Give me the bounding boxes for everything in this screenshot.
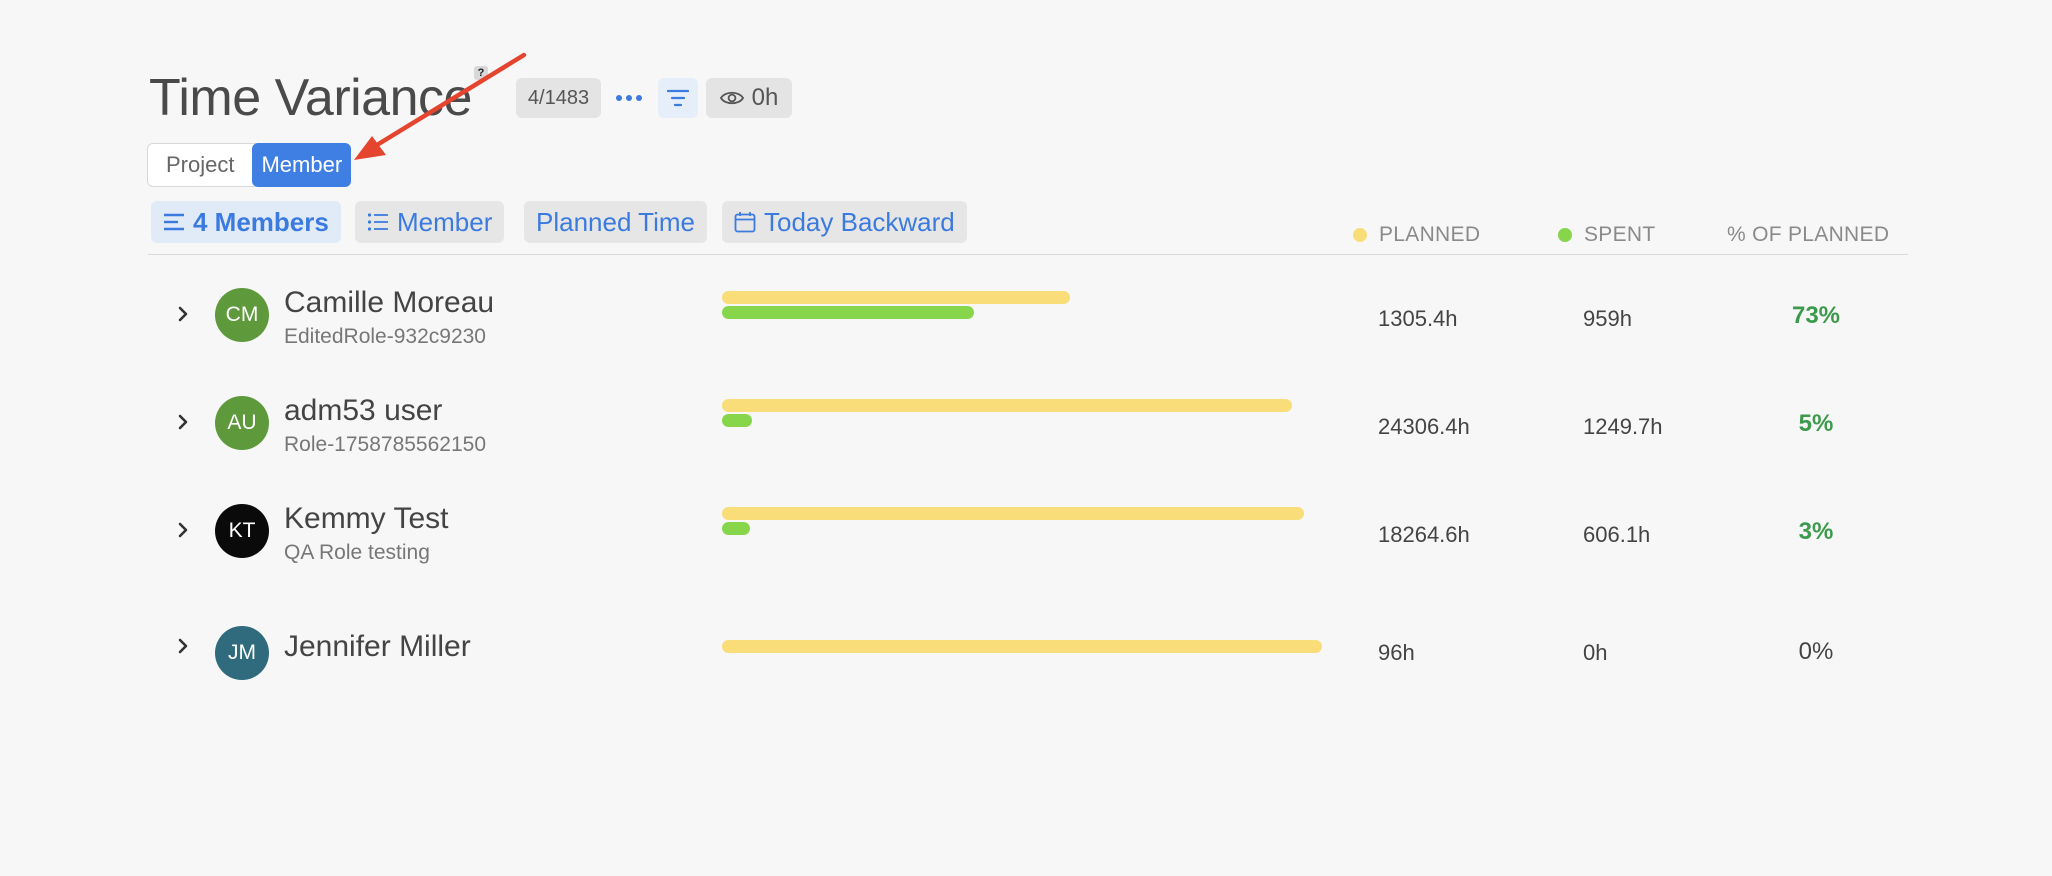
avatar: KT [215,504,269,558]
eye-icon [719,91,744,105]
planned-legend-dot [1353,228,1367,242]
column-header-planned[interactable]: PLANNED [1353,223,1480,247]
percent-of-planned: 5% [1798,410,1834,437]
list-icon [164,213,184,231]
filter-button[interactable] [658,78,698,118]
planned-value: 1305.4h [1378,306,1458,331]
avatar: CM [215,288,269,342]
view-toggle: Project Member [147,143,352,187]
member-role: EditedRole-932c9230 [284,325,486,348]
avatar: JM [215,626,269,680]
planned-value: 24306.4h [1378,414,1470,439]
member-role: Role-1758785562150 [284,433,487,456]
member-row[interactable]: AU adm53 user Role-1758785562150 24306.4… [0,376,2052,476]
percent-of-planned: 0% [1798,638,1834,665]
member-name[interactable]: Kemmy Test [284,502,449,535]
spent-value: 0h [1583,640,1608,665]
date-range-label: Today Backward [764,206,955,237]
bulleted-list-icon [367,213,388,231]
planned-bar [722,399,1292,412]
percent-of-planned: 73% [1791,302,1841,329]
date-range-chip[interactable]: Today Backward [722,201,967,243]
planned-bar [722,291,1070,304]
spent-header-label: SPENT [1584,223,1656,246]
planned-value: 18264.6h [1378,522,1470,547]
record-count-badge: 4/1483 [516,78,601,118]
avatar: AU [215,396,269,450]
member-name[interactable]: adm53 user [284,394,443,427]
spent-bar [722,414,752,427]
more-horizontal-icon [616,95,622,101]
expand-chevron-icon[interactable] [174,521,192,539]
column-header-spent[interactable]: SPENT [1558,223,1656,247]
group-by-chip[interactable]: Member [355,201,505,243]
spent-bar [722,522,750,535]
filter-icon [667,89,689,107]
hidden-time-toggle[interactable]: 0h [706,78,792,118]
members-count-label: 4 Members [193,206,329,237]
member-name[interactable]: Jennifer Miller [284,630,471,663]
planned-bar [722,507,1304,520]
member-role: QA Role testing [284,541,430,564]
help-icon[interactable]: ? [474,66,488,80]
hidden-time-value: 0h [751,84,779,111]
expand-chevron-icon[interactable] [174,305,192,323]
member-row[interactable]: CM Camille Moreau EditedRole-932c9230 13… [0,268,2052,368]
page-title: Time Variance [149,69,472,127]
expand-chevron-icon[interactable] [174,413,192,431]
member-name[interactable]: Camille Moreau [284,286,495,319]
spent-bar [722,306,974,319]
spent-value: 959h [1583,306,1632,331]
spent-legend-dot [1558,228,1572,242]
header-divider [148,254,1908,255]
spent-value: 1249.7h [1583,414,1663,439]
planned-bar [722,640,1322,653]
toggle-project[interactable]: Project [166,152,235,177]
spent-value: 606.1h [1583,522,1651,547]
expand-chevron-icon[interactable] [174,637,192,655]
planned-value: 96h [1378,640,1415,665]
metric-label: Planned Time [536,206,695,237]
planned-header-label: PLANNED [1379,223,1481,246]
percent-header-label: % OF PLANNED [1727,223,1890,246]
calendar-icon [734,212,756,233]
member-row[interactable]: KT Kemmy Test QA Role testing 18264.6h 6… [0,484,2052,584]
percent-of-planned: 3% [1798,518,1834,545]
group-by-label: Member [397,206,493,237]
more-options-button[interactable] [612,80,646,116]
metric-chip[interactable]: Planned Time [524,201,707,243]
member-row[interactable]: JM Jennifer Miller 96h 0h 0% [0,592,2052,692]
column-header-percent[interactable]: % OF PLANNED [1727,223,1889,247]
toggle-member[interactable]: Member [252,143,352,187]
members-count-chip[interactable]: 4 Members [151,201,341,243]
